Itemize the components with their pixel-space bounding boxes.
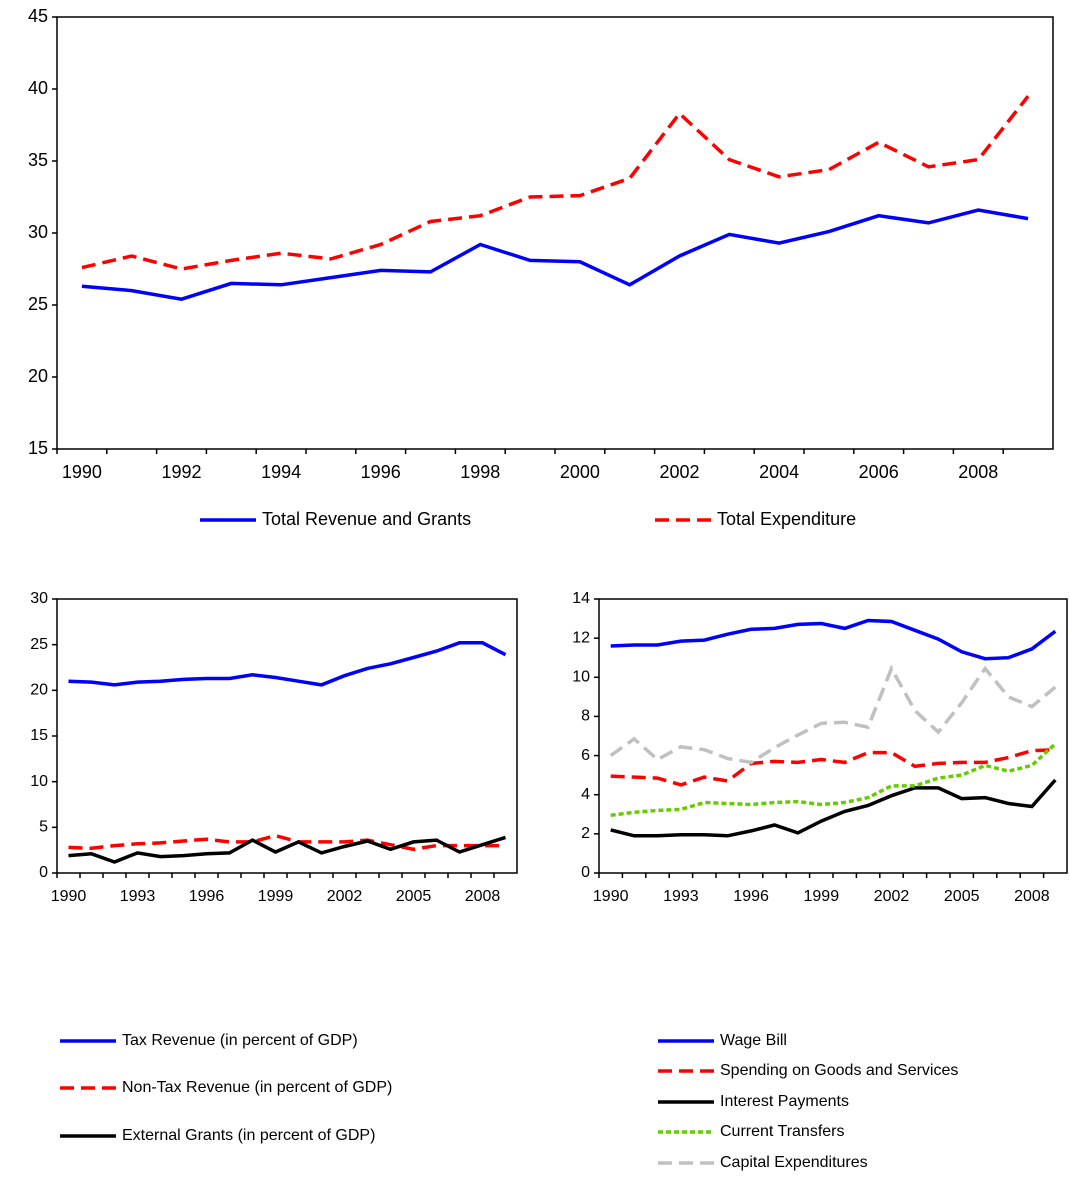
- legend-label: Non-Tax Revenue (in percent of GDP): [122, 1079, 392, 1096]
- x-tick-label: 2002: [659, 462, 699, 482]
- plot-frame: [56, 598, 518, 874]
- y-tick-label: 25: [28, 294, 48, 314]
- x-tick-label: 1994: [261, 462, 301, 482]
- legend-label: Spending on Goods and Services: [720, 1062, 958, 1079]
- y-tick-label: 20: [30, 682, 48, 699]
- x-tick-label: 2008: [1014, 888, 1050, 905]
- data-line: [68, 835, 507, 864]
- x-tick-label: 1990: [51, 888, 87, 905]
- y-tick-label: 0: [39, 864, 48, 881]
- y-tick-label: 5: [39, 819, 48, 836]
- y-tick-label: 15: [28, 438, 48, 458]
- data-line: [609, 664, 1057, 765]
- x-tick-label: 1999: [804, 888, 840, 905]
- y-tick-label: 6: [581, 747, 590, 764]
- y-tick-label: 10: [30, 773, 48, 790]
- x-tick-label: 1990: [593, 888, 629, 905]
- x-tick-label: 1992: [161, 462, 201, 482]
- y-tick-label: 4: [581, 786, 590, 803]
- y-tick-label: 12: [572, 629, 590, 646]
- legend-label: Total Expenditure: [717, 509, 856, 529]
- data-line: [68, 833, 506, 852]
- x-tick-label: 1993: [120, 888, 156, 905]
- legend-label: Capital Expenditures: [720, 1154, 868, 1171]
- x-tick-label: 2008: [958, 462, 998, 482]
- data-line: [610, 742, 1057, 818]
- x-tick-label: 2004: [759, 462, 799, 482]
- y-tick-label: 2: [581, 825, 590, 842]
- y-tick-label: 30: [30, 590, 48, 607]
- y-tick-label: 10: [572, 669, 590, 686]
- data-line: [81, 95, 1030, 271]
- legend-label: Interest Payments: [720, 1093, 849, 1110]
- y-tick-label: 25: [30, 636, 48, 653]
- data-line: [81, 208, 1029, 301]
- plot-frame: [56, 16, 1054, 450]
- x-tick-label: 1998: [460, 462, 500, 482]
- x-tick-label: 1993: [663, 888, 699, 905]
- data-line: [610, 618, 1057, 661]
- x-tick-label: 1996: [361, 462, 401, 482]
- y-tick-label: 15: [30, 727, 48, 744]
- x-tick-label: 1999: [258, 888, 294, 905]
- legend-label: Current Transfers: [720, 1123, 844, 1140]
- y-tick-label: 45: [28, 6, 48, 26]
- x-tick-label: 2002: [327, 888, 363, 905]
- legend-label: Wage Bill: [720, 1032, 787, 1049]
- x-tick-label: 2005: [944, 888, 980, 905]
- y-tick-label: 40: [28, 78, 48, 98]
- x-tick-label: 2000: [560, 462, 600, 482]
- y-tick-label: 20: [28, 366, 48, 386]
- plot-frame: [598, 598, 1068, 874]
- x-tick-label: 2008: [465, 888, 501, 905]
- x-tick-label: 1996: [733, 888, 769, 905]
- y-tick-label: 14: [572, 590, 590, 607]
- x-tick-label: 2002: [874, 888, 910, 905]
- y-tick-label: 30: [28, 222, 48, 242]
- data-line: [610, 778, 1057, 838]
- x-tick-label: 1990: [62, 462, 102, 482]
- y-tick-label: 0: [581, 864, 590, 881]
- legend-label: Tax Revenue (in percent of GDP): [122, 1032, 358, 1049]
- data-line: [610, 747, 1056, 787]
- x-tick-label: 2005: [396, 888, 432, 905]
- y-tick-label: 35: [28, 150, 48, 170]
- y-tick-label: 8: [581, 708, 590, 725]
- x-tick-label: 2006: [859, 462, 899, 482]
- legend-label: Total Revenue and Grants: [262, 509, 471, 529]
- legend-label: External Grants (in percent of GDP): [122, 1127, 375, 1144]
- data-line: [68, 641, 507, 687]
- x-tick-label: 1996: [189, 888, 225, 905]
